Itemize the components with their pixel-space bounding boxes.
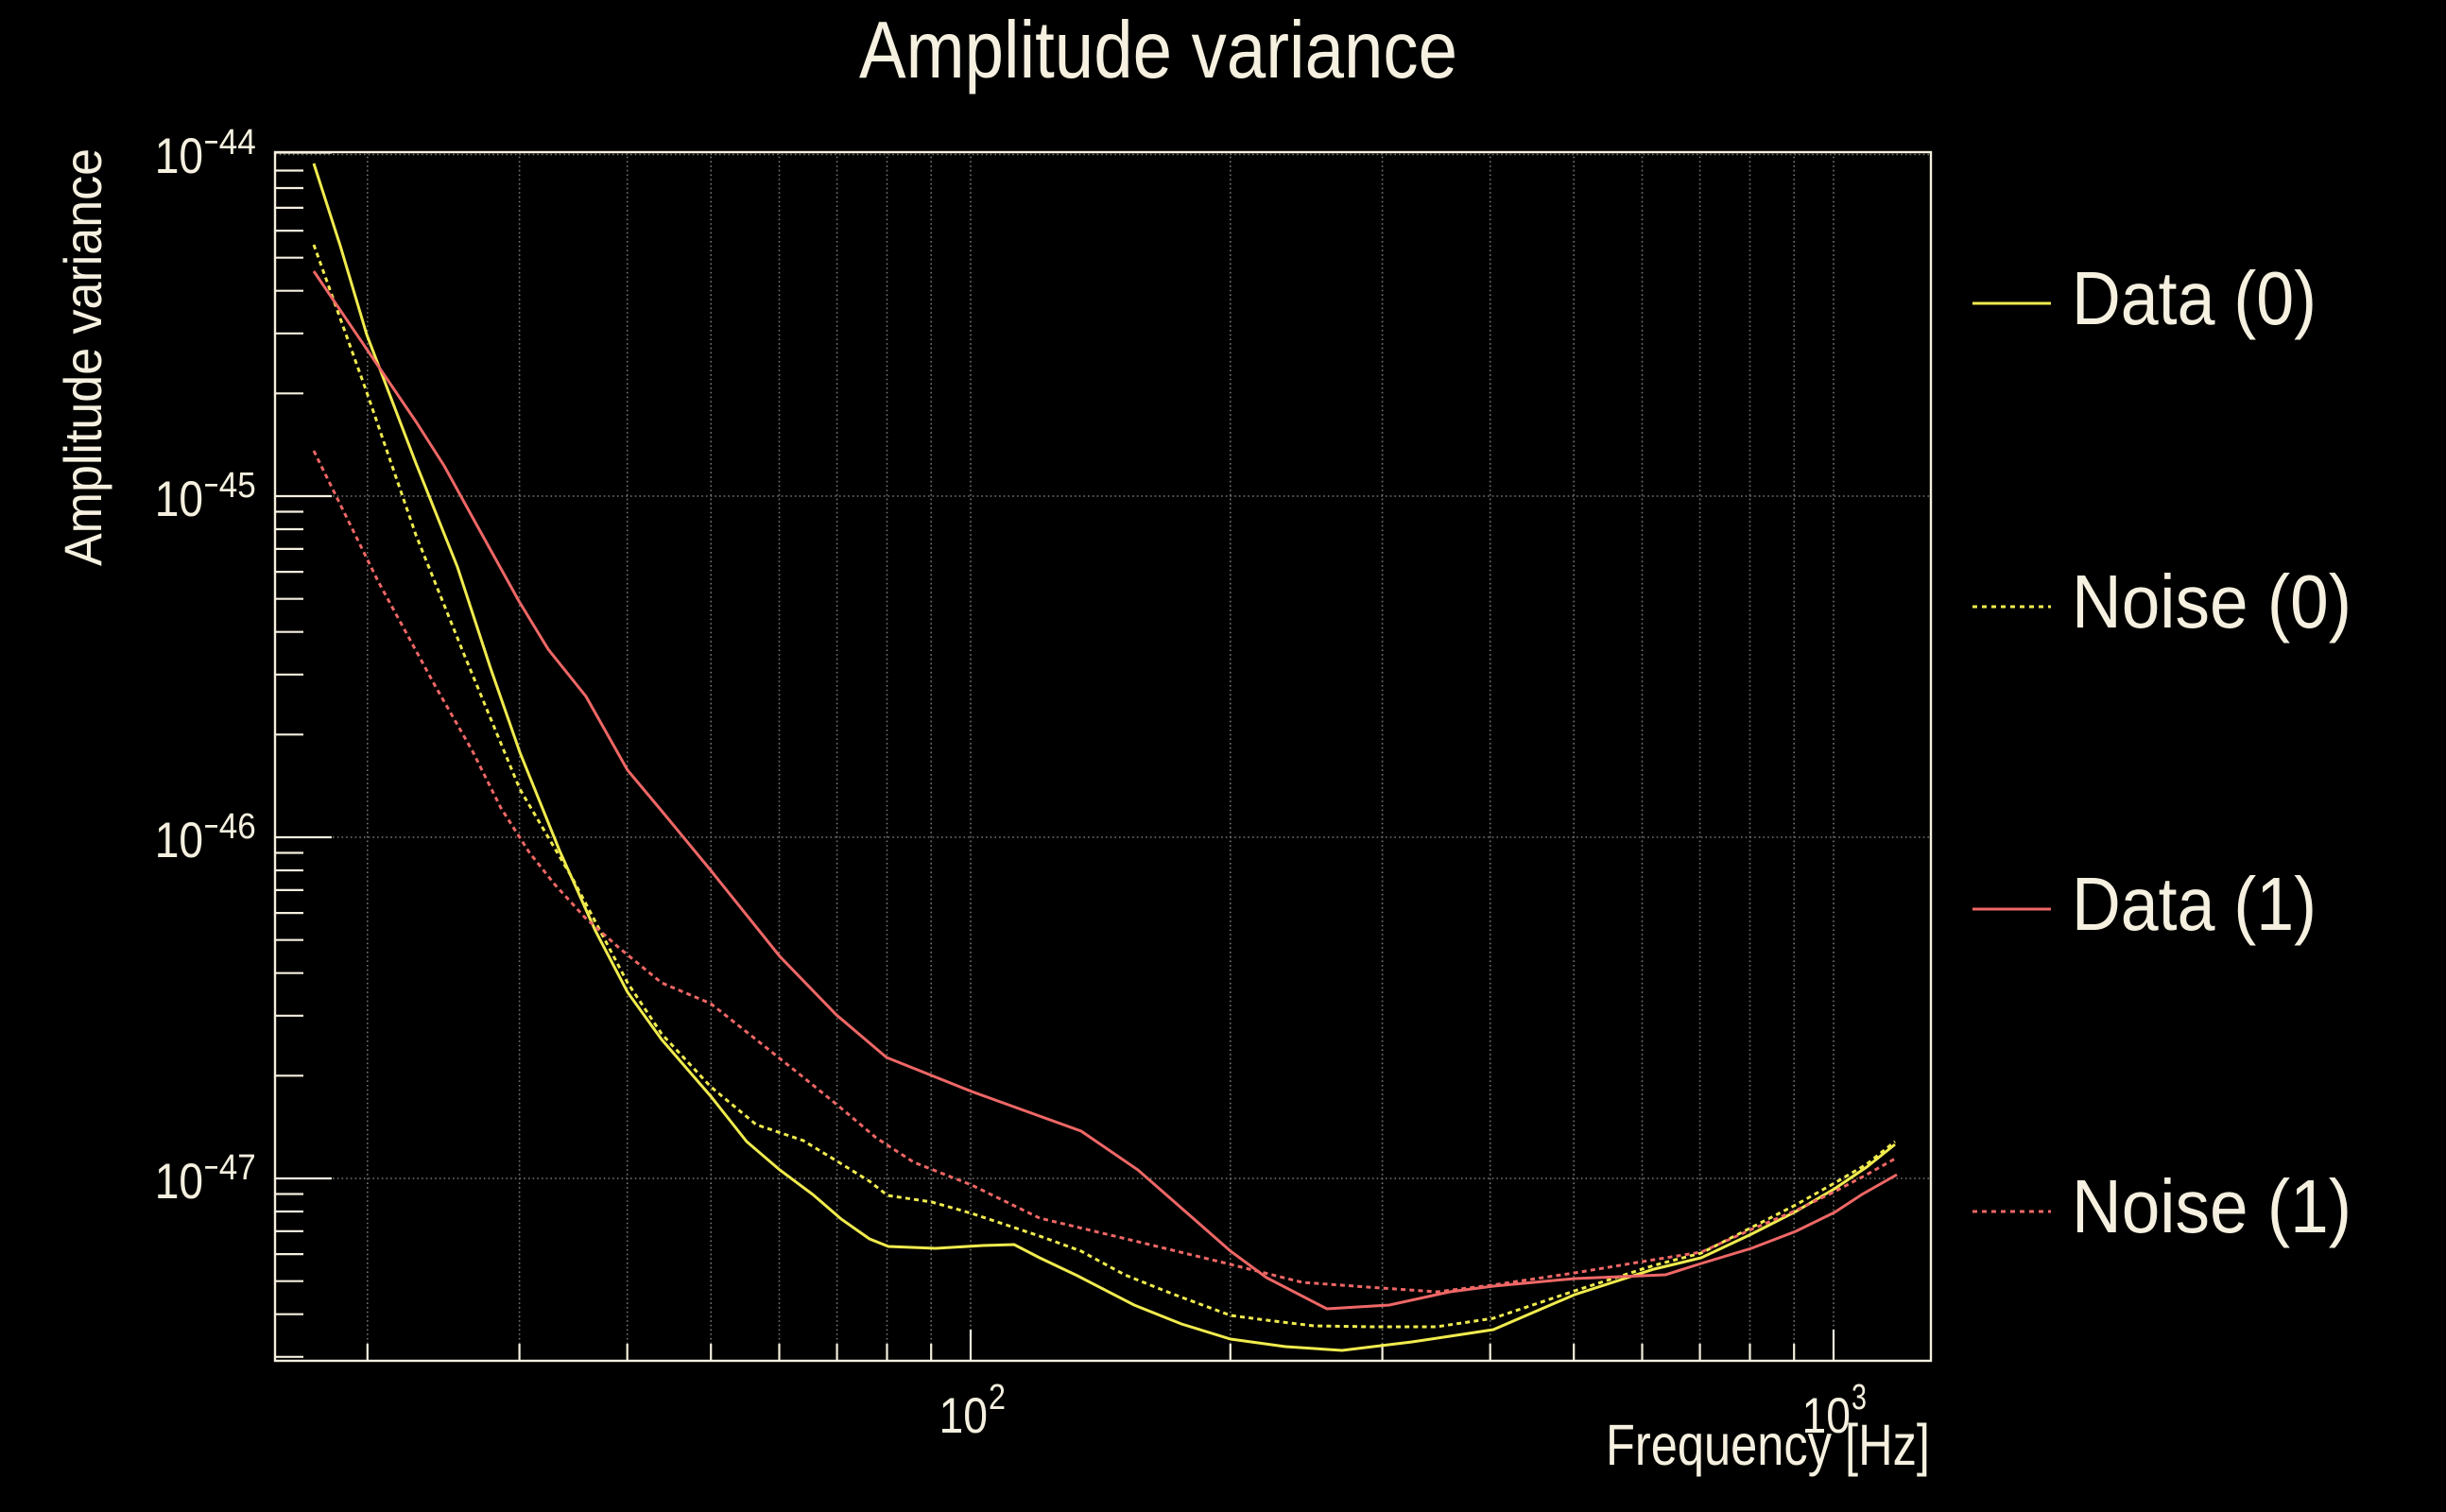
svg-text:44: 44 bbox=[219, 123, 256, 163]
svg-text:3: 3 bbox=[1852, 1378, 1867, 1418]
svg-text:−: − bbox=[204, 466, 219, 506]
svg-text:2: 2 bbox=[989, 1378, 1006, 1418]
svg-text:Amplitude variance: Amplitude variance bbox=[53, 148, 112, 566]
svg-text:45: 45 bbox=[219, 466, 256, 506]
svg-text:Data (0): Data (0) bbox=[2072, 256, 2317, 340]
svg-text:Frequency [Hz]: Frequency [Hz] bbox=[1606, 1413, 1930, 1477]
svg-text:Noise (0): Noise (0) bbox=[2072, 559, 2351, 644]
svg-text:10: 10 bbox=[1802, 1388, 1852, 1444]
svg-text:46: 46 bbox=[219, 807, 256, 847]
svg-text:−: − bbox=[204, 807, 219, 847]
svg-text:Data (1): Data (1) bbox=[2072, 862, 2317, 946]
svg-text:Noise (1): Noise (1) bbox=[2072, 1164, 2351, 1248]
svg-text:Amplitude variance: Amplitude variance bbox=[859, 6, 1457, 95]
svg-text:10: 10 bbox=[155, 813, 203, 868]
svg-text:10: 10 bbox=[155, 1154, 203, 1210]
svg-text:−: − bbox=[204, 1148, 219, 1188]
svg-text:10: 10 bbox=[155, 129, 203, 184]
svg-text:10: 10 bbox=[155, 472, 203, 527]
svg-text:47: 47 bbox=[219, 1148, 256, 1188]
svg-text:10: 10 bbox=[939, 1388, 989, 1444]
svg-text:−: − bbox=[204, 123, 219, 163]
